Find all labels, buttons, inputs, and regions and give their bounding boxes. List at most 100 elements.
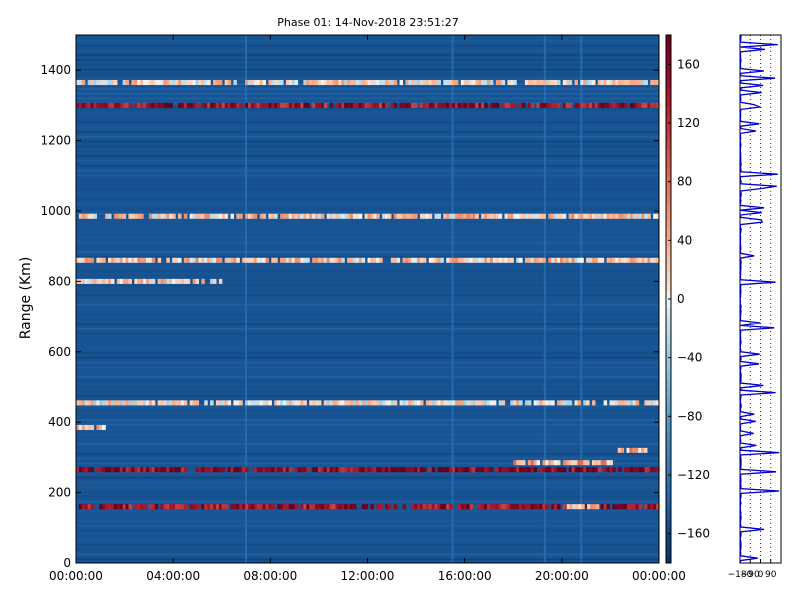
heatmap-cell xyxy=(609,257,613,263)
heatmap-cell xyxy=(580,257,584,263)
heatmap-cell xyxy=(524,257,529,263)
heatmap-cell xyxy=(282,257,287,263)
heatmap-row xyxy=(76,347,659,350)
heatmap-cell xyxy=(312,504,316,510)
heatmap-cell xyxy=(457,400,462,406)
profile-line xyxy=(739,34,780,564)
heatmap-cell xyxy=(414,400,418,406)
colorbar-segment xyxy=(666,510,671,520)
heatmap-cell xyxy=(81,424,86,430)
heatmap-cell xyxy=(262,102,267,108)
heatmap-cell xyxy=(632,80,637,86)
heatmap-cell xyxy=(93,80,98,86)
heatmap-cell xyxy=(178,257,182,263)
heatmap-row xyxy=(76,140,659,143)
heatmap-cell xyxy=(99,257,103,263)
heatmap-cell xyxy=(367,467,372,473)
heatmap-cell xyxy=(556,213,561,219)
heatmap-cell xyxy=(262,467,267,473)
heatmap-cell xyxy=(102,278,106,284)
heatmap-cell xyxy=(163,80,167,86)
heatmap-cell xyxy=(282,213,287,219)
heatmap-cell xyxy=(195,278,200,284)
heatmap-cell xyxy=(370,467,374,473)
heatmap-cell xyxy=(116,504,121,510)
heatmap-cell xyxy=(484,504,488,510)
heatmap-cell xyxy=(105,504,109,510)
heatmap-cell xyxy=(192,102,197,108)
heatmap-cell xyxy=(90,278,95,284)
heatmap-cell xyxy=(565,102,570,108)
heatmap-cell xyxy=(393,504,398,510)
heatmap-cell xyxy=(204,213,208,219)
heatmap-row xyxy=(76,433,659,436)
heatmap-cell xyxy=(417,80,421,86)
colorbar-segment xyxy=(666,378,671,388)
heatmap-cell xyxy=(469,400,474,406)
heatmap-cell xyxy=(475,467,479,473)
heatmap-cell xyxy=(463,102,468,108)
heatmap-cell xyxy=(140,467,144,473)
heatmap-cell xyxy=(110,257,115,263)
heatmap-cell xyxy=(76,102,80,108)
colorbar-segment xyxy=(666,43,671,54)
heatmap-cell xyxy=(105,80,109,86)
heatmap-cell xyxy=(198,80,202,86)
heatmap-cell xyxy=(338,102,342,108)
heatmap-cell xyxy=(527,213,532,219)
heatmap-cell xyxy=(361,80,366,86)
heatmap-cell xyxy=(76,400,80,406)
heatmap-cell xyxy=(402,102,406,108)
colorbar-segment xyxy=(666,554,671,564)
heatmap-cell xyxy=(175,400,179,406)
heatmap-cell xyxy=(487,257,491,263)
heatmap-cell xyxy=(603,467,608,473)
heatmap-row xyxy=(76,44,659,47)
heatmap-cell xyxy=(288,213,293,219)
heatmap-cell xyxy=(594,102,599,108)
heatmap-cell xyxy=(256,504,261,510)
heatmap-cell xyxy=(650,80,654,86)
heatmap-cell xyxy=(189,80,194,86)
heatmap-cell xyxy=(285,467,290,473)
heatmap-cell xyxy=(236,504,240,510)
heatmap-cell xyxy=(638,80,643,86)
colorbar-tick-label: 40 xyxy=(677,233,692,247)
heatmap-cell xyxy=(513,460,517,466)
heatmap-cell xyxy=(568,102,573,108)
heatmap-cell xyxy=(562,400,567,406)
heatmap-cell xyxy=(143,102,147,108)
heatmap-cell xyxy=(626,257,631,263)
heatmap-cell xyxy=(431,467,436,473)
heatmap-cell xyxy=(367,257,372,263)
heatmap-cell xyxy=(163,102,167,108)
heatmap-cell xyxy=(615,257,619,263)
colorbar-segment xyxy=(666,272,671,282)
heatmap-cell xyxy=(428,257,433,263)
heatmap-cell xyxy=(160,278,165,284)
heatmap-cell xyxy=(361,400,366,406)
heatmap-cell xyxy=(361,102,366,108)
heatmap-row xyxy=(76,198,659,201)
heatmap-cell xyxy=(539,213,543,219)
heatmap-cell xyxy=(478,504,482,510)
heatmap-cell xyxy=(344,213,348,219)
heatmap-cell xyxy=(76,467,80,473)
heatmap-cell xyxy=(638,102,643,108)
heatmap-cell xyxy=(638,257,643,263)
colorbar-segment xyxy=(666,369,671,379)
heatmap-cell xyxy=(411,467,415,473)
heatmap-cell xyxy=(312,213,316,219)
heatmap-cell xyxy=(317,400,322,406)
heatmap-cell xyxy=(358,80,363,86)
heatmap-cell xyxy=(603,460,608,466)
heatmap-cell xyxy=(87,102,92,108)
heatmap-cell xyxy=(160,80,165,86)
colorbar xyxy=(665,34,672,564)
heatmap-cell xyxy=(224,400,229,406)
heatmap-cell xyxy=(554,467,558,473)
heatmap-cell xyxy=(469,102,474,108)
colorbar-segment xyxy=(666,404,671,414)
heatmap-cell xyxy=(510,504,514,510)
colorbar-segment xyxy=(666,149,671,159)
